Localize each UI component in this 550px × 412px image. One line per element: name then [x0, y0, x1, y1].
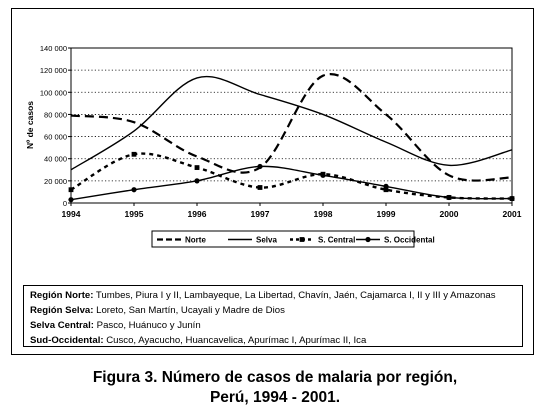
data-point-marker	[383, 187, 389, 193]
legend-label-0: Norte	[185, 236, 206, 245]
region-notes-box: Región Norte: Tumbes, Piura I y II, Lamb…	[23, 285, 523, 347]
x-tick-label: 2001	[503, 209, 522, 219]
legend-label-2: S. Central	[318, 236, 355, 245]
data-point-marker	[383, 183, 389, 189]
series-group	[68, 73, 515, 203]
region-note-label: Región Norte:	[30, 290, 94, 301]
data-point-marker	[446, 194, 452, 201]
data-point-marker	[194, 165, 200, 170]
series-line-1	[70, 75, 513, 171]
data-point-marker	[68, 187, 74, 193]
x-tick-label: 1998	[314, 209, 333, 219]
y-axis-label: Nº de casos	[25, 101, 35, 149]
y-tick-label: 0	[63, 199, 67, 208]
data-point-marker	[131, 187, 137, 193]
y-tick-label: 20 000	[44, 177, 67, 186]
data-point-marker	[320, 172, 326, 178]
y-tick-label: 100 000	[40, 88, 67, 97]
legend-marker	[299, 237, 305, 242]
legend-label-3: S. Occidental	[384, 236, 435, 245]
legend-box	[151, 230, 415, 248]
series-line-3	[70, 165, 513, 201]
x-tick-label: 1999	[377, 209, 396, 219]
x-tick-label: 2000	[440, 209, 459, 219]
grid-lines	[71, 69, 512, 182]
data-point-marker	[509, 195, 515, 202]
data-point-marker	[68, 197, 74, 203]
region-note-text: Tumbes, Piura I y II, Lambayeque, La Lib…	[93, 290, 496, 301]
x-tick-label: 1996	[188, 209, 207, 219]
region-note-label: Sud-Occidental:	[30, 335, 104, 346]
y-tick-label: 80 000	[44, 110, 67, 119]
region-note-label: Región Selva:	[30, 305, 94, 316]
data-point-marker	[131, 151, 137, 157]
x-tick-label: 1994	[62, 209, 81, 219]
region-note-label: Selva Central:	[30, 320, 94, 331]
plot-area-frame	[70, 47, 513, 204]
x-tick-label: 1995	[125, 209, 144, 219]
region-note-text: Loreto, San Martín, Ucayali y Madre de D…	[93, 305, 285, 316]
y-tick-label: 120 000	[40, 66, 67, 75]
y-tick-label: 140 000	[40, 44, 67, 53]
legend: Norte Selva S. Central S. Occidental	[151, 230, 435, 248]
axes: 0 20 000 40 000 60 000 80 000 100 000 120 000 1…	[40, 44, 522, 219]
data-point-marker	[257, 163, 263, 170]
caption-line-1: Figura 3. Número de casos de malaria por…	[92, 369, 458, 386]
region-note-selva-central: Selva Central: Pasco, Huánuco y Junín	[30, 318, 516, 333]
data-point-marker	[257, 185, 263, 190]
figure-frame	[11, 8, 534, 355]
legend-label-1: Selva	[256, 236, 277, 245]
x-tick-label: 1997	[251, 209, 270, 219]
caption-line-2: Perú, 1994 - 2001.	[209, 389, 341, 406]
region-note-sud-occidental: Sud-Occidental: Cusco, Ayacucho, Huancav…	[30, 333, 516, 348]
region-note-norte: Región Norte: Tumbes, Piura I y II, Lamb…	[30, 288, 516, 303]
region-note-text: Pasco, Huánuco y Junín	[94, 320, 201, 331]
region-note-selva: Región Selva: Loreto, San Martín, Ucayal…	[30, 303, 516, 318]
y-tick-label: 60 000	[44, 133, 67, 142]
y-tick-label: 40 000	[44, 155, 67, 164]
series-line-0	[70, 73, 513, 182]
data-point-marker	[194, 178, 200, 184]
region-note-text: Cusco, Ayacucho, Huancavelica, Apurímac …	[103, 335, 367, 346]
figure-caption: Figura 3. Número de casos de malaria por…	[0, 368, 550, 408]
series-line-2	[70, 152, 513, 200]
legend-marker	[365, 236, 371, 243]
